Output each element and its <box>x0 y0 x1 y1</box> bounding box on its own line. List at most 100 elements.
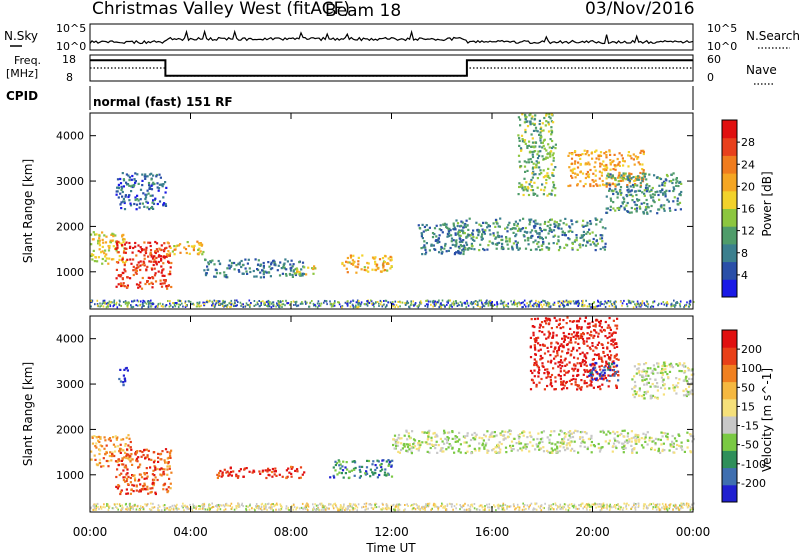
heatmap-cell <box>594 179 597 182</box>
heatmap-cell <box>103 436 106 439</box>
heatmap-cell <box>150 184 153 187</box>
heatmap-cell <box>525 305 527 308</box>
heatmap-cell <box>554 147 557 150</box>
heatmap-cell <box>574 378 577 381</box>
heatmap-cell <box>485 300 487 303</box>
heatmap-cell <box>193 244 196 247</box>
heatmap-cell <box>539 131 542 134</box>
heatmap-cell <box>284 258 287 261</box>
heatmap-cell <box>119 490 122 493</box>
heatmap-cell <box>313 265 316 268</box>
heatmap-cell <box>352 261 355 264</box>
heatmap-cell <box>557 373 560 376</box>
heatmap-cell <box>270 503 272 506</box>
heatmap-cell <box>470 301 473 303</box>
heatmap-cell <box>102 457 105 460</box>
heatmap-cell <box>411 430 414 433</box>
heatmap-cell <box>213 275 216 278</box>
heatmap-cell <box>142 302 144 305</box>
heatmap-cell <box>124 443 127 446</box>
heatmap-cell <box>518 144 521 147</box>
heatmap-cell <box>648 436 651 439</box>
colorbar-segment <box>722 279 737 298</box>
heatmap-cell <box>623 198 626 201</box>
heatmap-cell <box>586 446 589 449</box>
heatmap-cell <box>547 232 550 235</box>
heatmap-cell <box>112 245 115 248</box>
heatmap-cell <box>535 337 538 340</box>
heatmap-cell <box>643 391 646 394</box>
heatmap-cell <box>686 446 689 449</box>
heatmap-cell <box>269 507 272 510</box>
heatmap-cell <box>392 443 395 447</box>
heatmap-cell <box>516 246 519 249</box>
heatmap-cell <box>458 304 460 307</box>
heatmap-cell <box>690 378 693 381</box>
heatmap-cell <box>121 284 125 287</box>
heatmap-cell <box>418 304 420 307</box>
heatmap-cell <box>491 301 493 303</box>
heatmap-cell <box>115 268 118 271</box>
heatmap-cell <box>667 376 670 379</box>
heatmap-cell <box>162 279 165 282</box>
heatmap-cell <box>547 123 550 126</box>
heatmap-cell <box>536 194 539 197</box>
heatmap-cell <box>401 301 404 304</box>
heatmap-cell <box>616 370 619 373</box>
heatmap-cell <box>530 236 533 239</box>
heatmap-cell <box>103 447 106 450</box>
heatmap-cell <box>99 437 102 440</box>
heatmap-cell <box>105 451 108 454</box>
heatmap-cell <box>563 231 566 235</box>
heatmap-cell <box>643 370 646 373</box>
heatmap-cell <box>543 138 546 141</box>
heatmap-cell <box>425 224 428 227</box>
heatmap-cell <box>405 443 408 446</box>
heatmap-cell <box>132 484 135 487</box>
heatmap-cell <box>589 383 592 386</box>
heatmap-cell <box>160 271 163 274</box>
heatmap-cell <box>471 232 474 235</box>
heatmap-cell <box>99 302 101 305</box>
heatmap-cell <box>594 378 598 381</box>
heatmap-cell <box>365 269 368 272</box>
heatmap-cell <box>601 360 604 363</box>
heatmap-cell <box>204 258 207 261</box>
heatmap-cell <box>129 258 132 261</box>
heatmap-cell <box>455 242 458 245</box>
heatmap-cell <box>679 300 682 303</box>
heatmap-cell <box>292 263 295 266</box>
heatmap-cell <box>120 459 123 462</box>
heatmap-cell <box>291 275 294 278</box>
heatmap-cell <box>674 505 676 508</box>
heatmap-cell <box>566 387 569 390</box>
heatmap-cell <box>273 261 276 264</box>
heatmap-cell <box>637 438 640 441</box>
heatmap-cell <box>607 442 610 445</box>
heatmap-cell <box>123 264 126 267</box>
heatmap-cell <box>488 435 491 439</box>
heatmap-cell <box>196 240 199 243</box>
heatmap-cell <box>544 228 547 232</box>
heatmap-cell <box>615 342 618 345</box>
heatmap-cell <box>164 191 167 194</box>
heatmap-cell <box>654 442 657 445</box>
heatmap-cell <box>268 303 271 306</box>
heatmap-cell <box>179 299 181 302</box>
heatmap-cell <box>607 362 611 365</box>
colorbar-tick-label: 20 <box>741 180 755 193</box>
heatmap-cell <box>590 434 593 437</box>
heatmap-cell <box>631 183 635 187</box>
heatmap-cell <box>388 461 391 464</box>
heatmap-cell <box>440 505 442 508</box>
heatmap-cell <box>605 156 608 159</box>
heatmap-cell <box>126 258 129 261</box>
heatmap-cell <box>504 437 507 440</box>
heatmap-cell <box>115 506 117 508</box>
heatmap-cell <box>550 341 553 344</box>
heatmap-cell <box>134 180 137 183</box>
heatmap-cell <box>284 304 286 307</box>
heatmap-cell <box>372 303 374 306</box>
heatmap-cell <box>465 235 468 239</box>
heatmap-cell <box>115 285 118 288</box>
